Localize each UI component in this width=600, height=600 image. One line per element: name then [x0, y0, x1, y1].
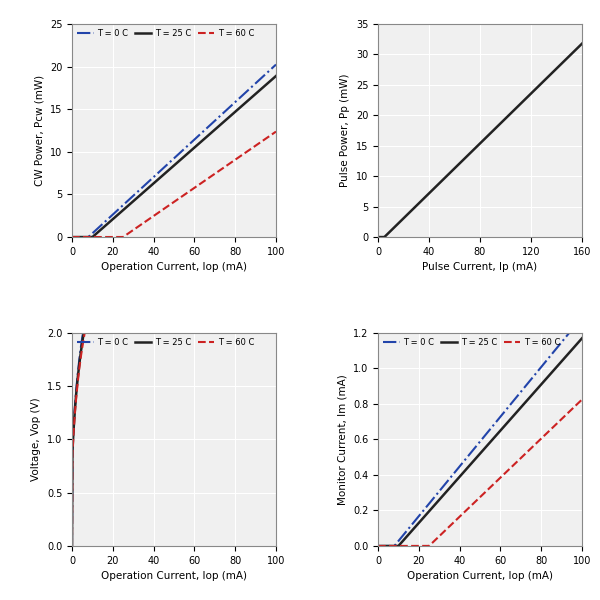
- X-axis label: Operation Current, Iop (mA): Operation Current, Iop (mA): [101, 571, 247, 581]
- Legend: T = 0 C, T = 25 C, T = 60 C: T = 0 C, T = 25 C, T = 60 C: [74, 335, 257, 350]
- X-axis label: Operation Current, Iop (mA): Operation Current, Iop (mA): [407, 571, 553, 581]
- Legend: T = 0 C, T = 25 C, T = 60 C: T = 0 C, T = 25 C, T = 60 C: [74, 26, 257, 41]
- Y-axis label: Monitor Current, Im (mA): Monitor Current, Im (mA): [337, 374, 347, 505]
- Legend: T = 0 C, T = 25 C, T = 60 C: T = 0 C, T = 25 C, T = 60 C: [380, 335, 563, 350]
- Y-axis label: Voltage, Vop (V): Voltage, Vop (V): [31, 398, 41, 481]
- X-axis label: Operation Current, Iop (mA): Operation Current, Iop (mA): [101, 262, 247, 272]
- X-axis label: Pulse Current, Ip (mA): Pulse Current, Ip (mA): [422, 262, 538, 272]
- Y-axis label: CW Power, Pcw (mW): CW Power, Pcw (mW): [34, 75, 44, 186]
- Y-axis label: Pulse Power, Pp (mW): Pulse Power, Pp (mW): [340, 74, 350, 187]
